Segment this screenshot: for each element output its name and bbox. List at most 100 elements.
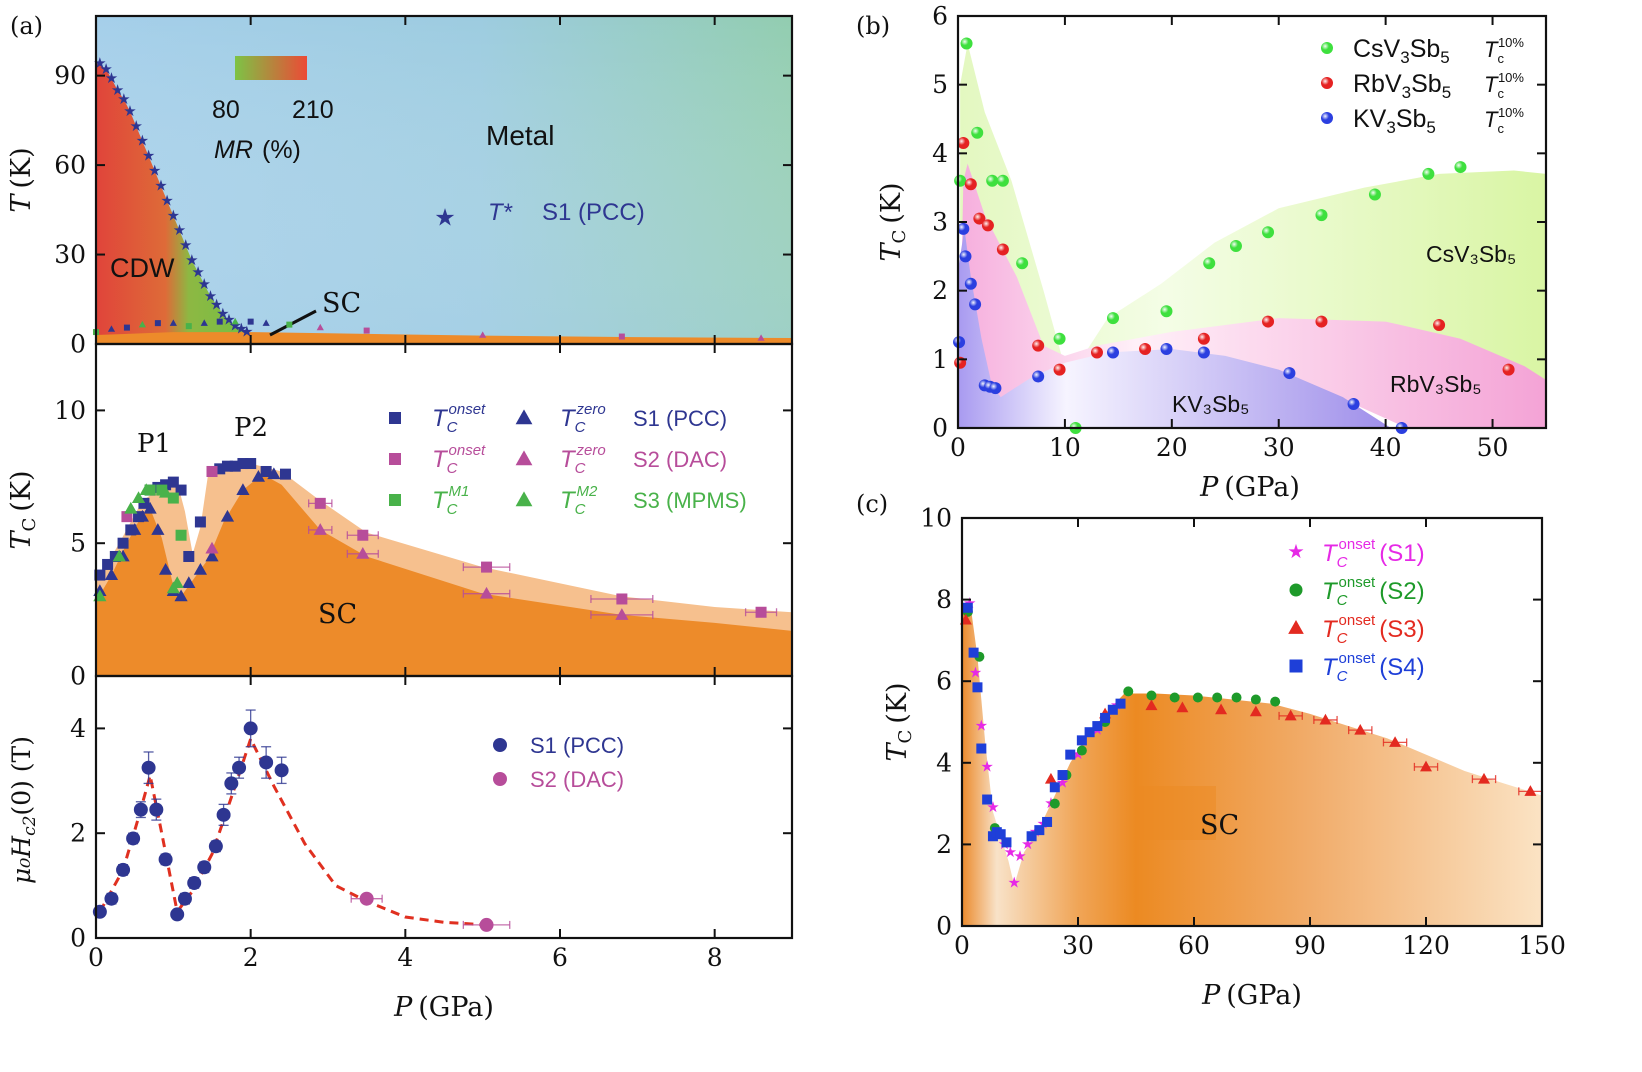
tc-point [1212,692,1223,703]
tc-point [175,484,187,496]
tc-point [167,492,179,504]
tc-point [221,460,233,472]
tc-point-shine [1229,240,1242,253]
sc-onset-point [169,319,177,326]
tc-point [138,497,150,509]
tc-point [1146,690,1157,701]
tc-point [755,606,767,618]
x-tick-label: 30 [1062,931,1094,960]
tc-point-shine [1032,339,1045,352]
tstar-point: ★ [136,133,149,150]
x-tick-label: 50 [1477,433,1509,462]
cdw-region [96,63,251,344]
tstar-point: ★ [105,70,118,87]
legend-marker-shine [1321,77,1333,89]
tc-point [1319,713,1332,725]
sc-onset-point [286,321,293,328]
sc-onset-point [618,333,625,340]
tc-point [1192,692,1203,703]
tc-point [1354,723,1367,735]
y-tick-label: 0 [70,330,86,359]
sc-onset-point [479,331,487,338]
tc-point-shine [1422,167,1435,180]
legend-marker-zero [515,491,533,507]
tstar-point: ★ [216,306,229,323]
rb-region-label: RbV₃Sb₅ [1390,371,1482,397]
y-tick-label: 0 [936,912,952,941]
x-tick-label: 90 [1294,931,1326,960]
tc-point [229,460,241,472]
tc-point-shine [1197,346,1210,359]
tc-point-shine [1053,332,1066,345]
tc-point [1049,782,1060,793]
tc-point [1107,704,1118,715]
tc-point [1057,770,1068,781]
legend-tstar-label: T* [488,199,513,226]
tstar-point: ★ [154,177,167,194]
tc-point [174,589,188,602]
tstar-point: ★ [111,82,124,99]
tc-point [193,562,207,575]
y-tick-label: 6 [936,667,952,696]
legend-tc-label: TCzero [560,442,606,477]
tc-point [143,501,157,514]
panel-label-b: (b) [856,12,890,40]
tc-point-shine [1262,226,1275,239]
tc-point-shine [964,178,977,191]
tc-point [156,484,168,496]
sc-onset-point [757,334,765,341]
y-tick-label: 0 [70,924,86,953]
tc-point-shine [1315,209,1328,222]
tc-point [1076,735,1087,746]
tstar-point: ★ [129,118,142,135]
tstar-point: ★ [204,288,217,305]
legend-marker-shine [1321,112,1333,124]
tc-point [214,463,226,475]
tc-point [159,562,173,575]
tc-point [125,524,137,536]
legend-tc: Tc10% [1484,35,1524,66]
hc2-point [274,763,289,778]
tstar-point: ★ [167,207,180,224]
legend-marker [493,772,507,786]
tstar-point: ★ [235,321,248,338]
tc-point [1123,686,1134,697]
hc2-point [243,721,258,736]
legend-marker [1289,659,1303,673]
tc-point [144,484,156,496]
legend-marker: ★ [1287,541,1304,563]
x-tick-label: 4 [397,943,413,972]
legend-tc-label: TCM2 [560,483,598,518]
tstar-point: ★ [117,91,130,108]
tc-point [112,549,126,562]
tc-point-shine [1315,315,1328,328]
panel-a-middle: P1 P2 SC TConset TCzero S1 (PCC) TConset TCz… [6,342,794,691]
sc-region-c [962,599,1542,926]
tc-point [220,509,235,522]
tstar-point: ★ [198,276,211,293]
sc-onset-point [107,325,116,332]
sc-onset-point [185,323,192,330]
legend-label: S1 (PCC) [530,733,624,758]
tc-point-shine [1283,367,1296,380]
tc-point [251,469,265,482]
legend-marker-onset [389,453,401,465]
tc-point-shine [996,243,1009,256]
tc-point [1042,816,1053,827]
x-tick-label: 8 [707,943,723,972]
legend-marker [1289,583,1303,597]
y-tick-label: 5 [932,70,948,99]
panel-b-xlabel: P (GPa) [1199,472,1300,503]
tc-point [1215,703,1228,715]
tc-point [1284,709,1297,721]
sc-onset-point [363,327,370,334]
tc-point [245,458,257,470]
sc-label-top: SC [322,288,361,319]
tc-point-shine [954,174,967,187]
legend-sample-label: S1 (PCC) [633,406,727,431]
tc-point-shine [1197,332,1210,345]
tc-point [1478,772,1490,784]
legend-label: TConset (S3) [1322,612,1425,647]
tc-point-shine [964,277,977,290]
legend-marker-shine [1321,42,1333,54]
